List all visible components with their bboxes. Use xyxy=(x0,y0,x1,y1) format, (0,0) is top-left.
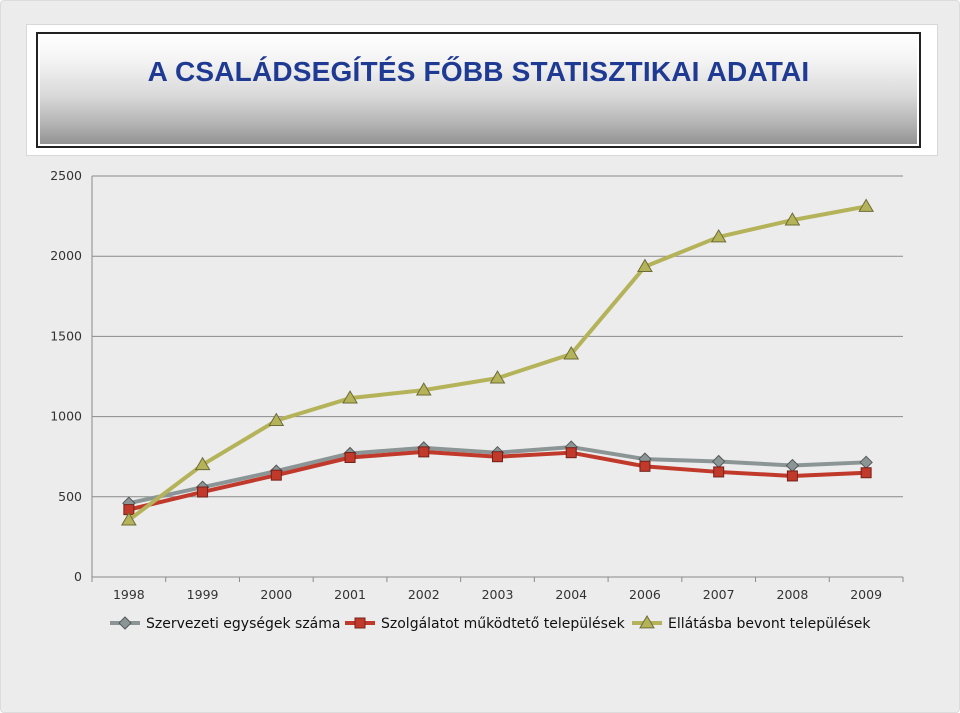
data-point-s2 xyxy=(713,466,725,478)
legend-label: Szolgálatot működtető települések xyxy=(381,616,626,632)
x-tick-label: 2000 xyxy=(260,587,292,602)
data-point-s3 xyxy=(415,382,432,396)
data-point-s2 xyxy=(860,467,872,479)
x-tick-label: 2008 xyxy=(777,587,809,602)
slide-title: A CSALÁDSEGÍTÉS FŐBB STATISZTIKAI ADATAI xyxy=(147,56,810,87)
legend-marker xyxy=(639,615,655,629)
data-point-s2 xyxy=(639,460,651,472)
data-point-s2 xyxy=(197,486,209,498)
y-tick-label: 0 xyxy=(74,569,82,584)
x-tick-label: 2002 xyxy=(408,587,440,602)
x-tick-label: 1999 xyxy=(187,587,219,602)
x-tick-label: 1998 xyxy=(113,587,145,602)
title-banner: A CSALÁDSEGÍTÉS FŐBB STATISZTIKAI ADATAI xyxy=(36,32,921,148)
data-point-s3 xyxy=(563,346,580,360)
x-tick-label: 2001 xyxy=(334,587,366,602)
y-tick-label: 2000 xyxy=(50,248,82,263)
x-tick-label: 2003 xyxy=(482,587,514,602)
x-tick-label: 2009 xyxy=(850,587,882,602)
data-point-s3 xyxy=(120,512,137,526)
data-point-s2 xyxy=(270,469,282,481)
data-point-s2 xyxy=(565,447,577,459)
y-tick-label: 1500 xyxy=(50,328,82,343)
data-point-s3 xyxy=(489,370,506,384)
legend-label: Szervezeti egységek száma xyxy=(146,616,340,632)
legend-label: Ellátásba bevont települések xyxy=(668,616,871,632)
legend-marker xyxy=(354,617,366,629)
data-point-s1 xyxy=(711,454,726,469)
data-point-s2 xyxy=(418,446,430,458)
data-point-s3 xyxy=(342,390,358,404)
data-point-s3 xyxy=(858,198,875,212)
data-point-s2 xyxy=(786,470,798,482)
data-point-s1 xyxy=(859,455,873,470)
y-tick-label: 500 xyxy=(58,489,82,504)
data-point-s3 xyxy=(637,258,653,273)
x-tick-label: 2006 xyxy=(629,587,661,602)
data-point-s3 xyxy=(710,228,727,243)
x-tick-label: 2007 xyxy=(703,587,735,602)
y-tick-label: 2500 xyxy=(50,168,82,183)
y-tick-label: 1000 xyxy=(50,409,82,424)
data-point-s2 xyxy=(344,452,356,464)
data-point-s3 xyxy=(784,212,801,226)
data-point-s3 xyxy=(268,412,285,427)
data-point-s1 xyxy=(785,458,800,473)
data-point-s2 xyxy=(492,451,503,463)
legend-marker xyxy=(118,616,132,630)
data-point-s3 xyxy=(194,456,211,471)
x-tick-label: 2004 xyxy=(555,587,587,602)
